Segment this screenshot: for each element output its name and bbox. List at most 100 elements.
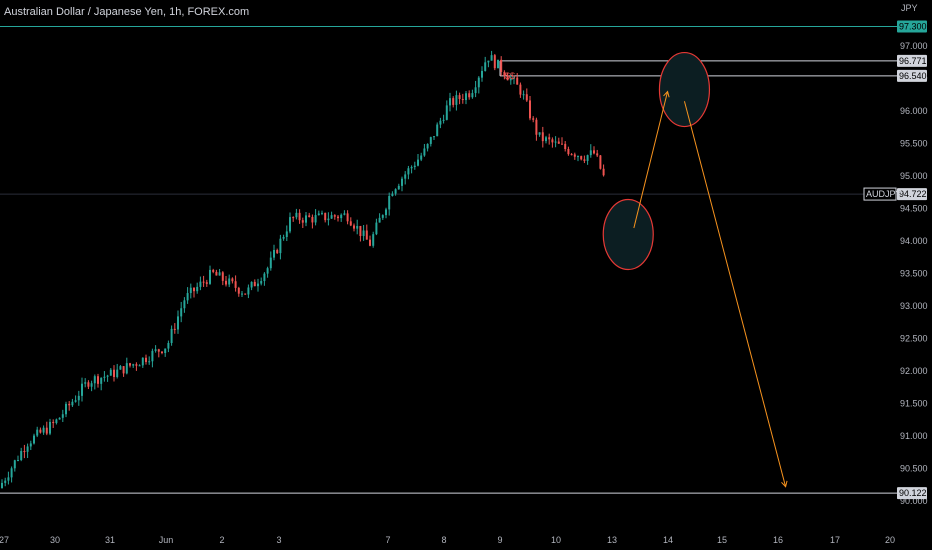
candle-body xyxy=(135,364,138,366)
candle-body xyxy=(420,155,423,160)
candle-body xyxy=(461,99,464,101)
candle-body xyxy=(471,93,474,98)
candle-body xyxy=(337,216,339,219)
candle-body xyxy=(593,150,595,154)
candle-body xyxy=(577,156,579,158)
y-tick-label: 92.500 xyxy=(900,334,928,344)
candle-body xyxy=(554,141,557,143)
highlight-ellipse[interactable] xyxy=(602,198,654,271)
candle-body xyxy=(490,55,493,61)
candle-body xyxy=(132,364,135,366)
candle-body xyxy=(180,308,183,317)
candle-body xyxy=(385,209,387,216)
x-tick-label: 8 xyxy=(441,535,446,545)
candle-body xyxy=(445,105,448,120)
projection-arrow[interactable] xyxy=(633,91,669,229)
candle-body xyxy=(497,59,499,69)
candle-body xyxy=(372,234,375,246)
y-tick-label: 95.500 xyxy=(900,139,928,149)
candle-body xyxy=(359,225,362,237)
x-tick-label: 15 xyxy=(717,535,727,545)
y-tick-label: 94.500 xyxy=(900,204,928,214)
candle-body xyxy=(407,168,410,175)
candle-body xyxy=(314,215,317,223)
candle-body xyxy=(484,62,487,71)
candle-body xyxy=(71,401,74,406)
candle-body xyxy=(375,222,378,235)
candle-body xyxy=(397,185,400,190)
candle-body xyxy=(45,427,48,434)
x-tick-label: 14 xyxy=(663,535,673,545)
candle-body xyxy=(401,178,403,186)
candle-body xyxy=(279,238,282,254)
candle-body xyxy=(109,369,112,376)
candle-body xyxy=(429,137,432,144)
candle-body xyxy=(529,100,531,119)
candle-body xyxy=(87,382,90,387)
candle-body xyxy=(301,220,304,223)
arrow-head xyxy=(781,480,788,488)
candle-body xyxy=(138,365,141,367)
candle-body xyxy=(519,84,522,95)
candle-body xyxy=(321,212,323,214)
candle-body xyxy=(4,480,7,483)
candle-body xyxy=(525,94,528,101)
candle-body xyxy=(164,348,167,354)
candle-body xyxy=(535,119,538,135)
candle-body xyxy=(58,417,61,420)
candle-body xyxy=(340,214,343,219)
x-tick-label: Jun xyxy=(159,535,174,545)
candle-body xyxy=(308,215,311,217)
annotation-label: $$ xyxy=(505,71,515,81)
y-tick-label: 90.000 xyxy=(900,496,928,506)
candle-body xyxy=(449,98,451,106)
candle-body xyxy=(228,278,231,285)
candle-body xyxy=(317,213,320,216)
candle-body xyxy=(391,193,394,196)
candles-layer xyxy=(1,50,605,489)
candle-body xyxy=(116,369,119,377)
annotations-layer: $$ xyxy=(505,51,788,488)
projection-arrow[interactable] xyxy=(683,101,787,487)
candle-body xyxy=(215,271,218,276)
candle-body xyxy=(500,59,503,72)
candle-body xyxy=(189,287,192,294)
candle-body xyxy=(481,70,483,78)
candle-body xyxy=(167,343,170,349)
candle-body xyxy=(33,435,35,444)
candle-body xyxy=(580,156,583,160)
candle-body xyxy=(589,150,592,156)
price-tag xyxy=(897,188,927,201)
candle-body xyxy=(151,350,154,362)
candle-body xyxy=(388,195,391,210)
candle-body xyxy=(209,269,211,284)
chart-plot-area xyxy=(0,26,897,494)
candle-body xyxy=(221,272,224,281)
price-tag xyxy=(897,69,927,82)
candle-body xyxy=(1,482,3,488)
candle-body xyxy=(129,363,131,366)
candle-body xyxy=(157,349,160,352)
price-tag xyxy=(897,487,927,500)
y-tick-label: 95.000 xyxy=(900,171,928,181)
candle-body xyxy=(161,351,163,354)
candle-body xyxy=(439,120,442,125)
candle-body xyxy=(84,382,87,384)
y-tick-label: 96.000 xyxy=(900,106,928,116)
candle-body xyxy=(257,283,259,287)
y-tick-label: 94.000 xyxy=(900,236,928,246)
candle-body xyxy=(276,249,279,254)
y-tick-label: 91.000 xyxy=(900,431,928,441)
candle-body xyxy=(564,143,567,150)
candle-body xyxy=(10,468,13,478)
price-tag-value: 97.300 xyxy=(899,22,927,32)
x-tick-label: 3 xyxy=(276,535,281,545)
candle-body xyxy=(212,269,215,272)
candle-body xyxy=(97,376,99,384)
candle-body xyxy=(570,154,573,156)
candle-body xyxy=(324,212,327,221)
candle-body xyxy=(487,60,490,63)
time-axis: 27 30 31 Jun 2 3 7 8 9 10 13 14 15 16 17 20 xyxy=(0,535,895,545)
highlight-ellipse[interactable] xyxy=(658,51,711,128)
